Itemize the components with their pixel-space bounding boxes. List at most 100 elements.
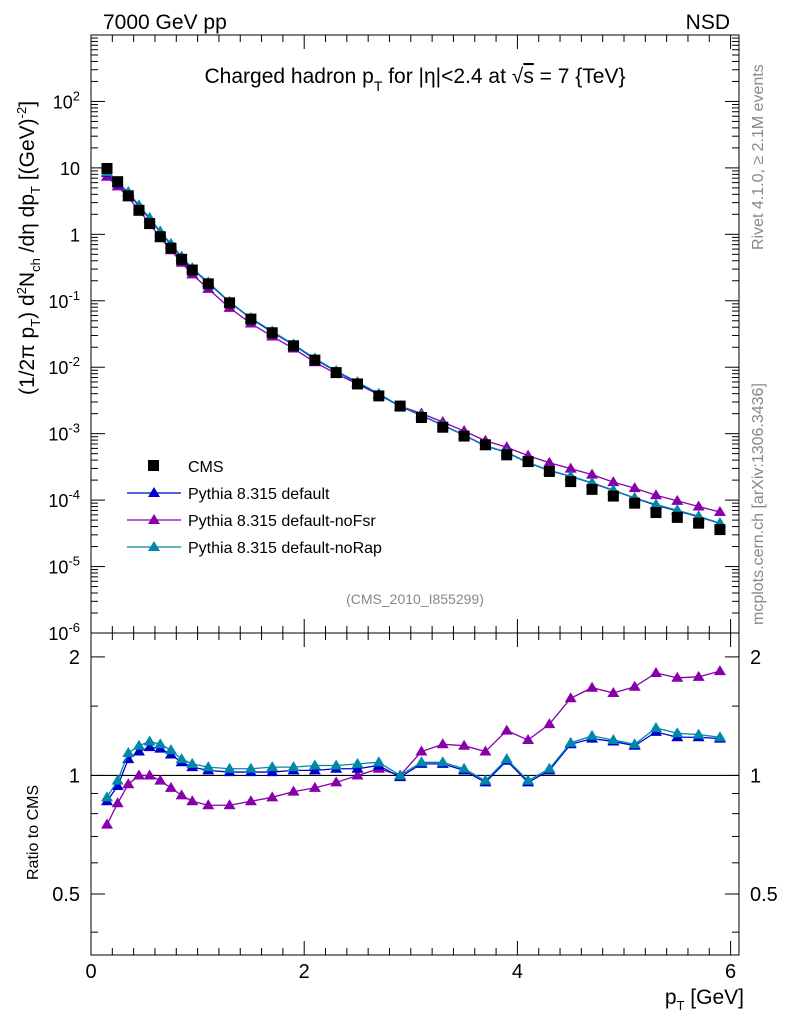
ratio-point-nofsr [649, 667, 662, 678]
legend-item-cms: CMS [148, 459, 224, 476]
ratio-point-norap [223, 762, 236, 773]
x-tick-label: 0 [85, 961, 96, 983]
x-tick-label: 6 [725, 961, 736, 983]
ratio-point-nofsr [308, 781, 321, 792]
ratio-point-norap [458, 762, 471, 773]
cms-point [122, 190, 134, 202]
title-part-b: T [374, 78, 383, 94]
mcplots-label: mcplots.cern.ch [arXiv:1306.3436] [750, 383, 767, 625]
ratio-point-norap [132, 739, 145, 750]
cms-point [101, 162, 113, 174]
legend-nofsr-label: Pythia 8.315 default-noFsr [188, 513, 376, 530]
ratio-point-norap [154, 738, 167, 749]
ratio-point-norap [500, 753, 513, 764]
ratio-point-default [111, 780, 124, 791]
header-left: 7000 GeV pp [103, 11, 227, 34]
title-part-a: Charged hadron p [205, 65, 374, 88]
ratio-point-norap [372, 756, 385, 767]
ratio-tick-label-right: 1 [750, 765, 761, 787]
ratio-point-nofsr [287, 785, 300, 796]
ratio-point-nofsr [713, 665, 726, 676]
cms-point [144, 218, 156, 230]
header-right: NSD [686, 11, 730, 34]
x-axis-label-p: p [665, 986, 677, 1009]
cms-point [415, 412, 427, 424]
ratio-point-nofsr [330, 776, 343, 787]
x-axis-label-sub: T [677, 998, 685, 1013]
ratio-point-nofsr [351, 769, 364, 780]
ratio-point-nofsr [202, 799, 215, 810]
ratio-point-nofsr [100, 818, 113, 829]
ratio-x-ticks [90, 633, 732, 955]
ratio-point-nofsr [500, 724, 513, 735]
ratio-point-norap [175, 753, 188, 764]
ratio-point-norap [122, 747, 135, 758]
ratio-point-default [143, 741, 156, 752]
ratio-point-nofsr [122, 778, 135, 789]
x-tick-label: 4 [512, 961, 523, 983]
x-axis-label-unit: [GeV] [684, 986, 744, 1009]
ratio-point-nofsr [175, 789, 188, 800]
y-tick-label: 10-3 [48, 421, 80, 445]
ratio-point-nofsr [479, 745, 492, 756]
cms-point [650, 507, 662, 519]
x-tick-label: 2 [299, 961, 310, 983]
x-tick-labels: 0 2 4 6 [85, 961, 736, 983]
series-point-nofsr [649, 489, 662, 500]
cms-point [458, 430, 470, 442]
y-tick-label: 1 [70, 225, 80, 245]
cms-point [224, 297, 236, 309]
main-x-ticks [90, 35, 732, 633]
ratio-point-norap [164, 744, 177, 755]
cms-point [394, 400, 406, 412]
cms-point [693, 517, 705, 529]
ratio-data-marks [91, 665, 739, 829]
cms-point [330, 367, 342, 379]
ratio-point-nofsr [522, 734, 535, 745]
ratio-point-nofsr [692, 670, 705, 681]
legend-cms-label: CMS [188, 459, 224, 476]
ratio-point-nofsr [154, 774, 167, 785]
ratio-point-nofsr [266, 791, 279, 802]
ratio-point-norap [351, 757, 364, 768]
ratio-point-norap [522, 774, 535, 785]
series-point-nofsr [586, 468, 599, 479]
ratio-point-nofsr [186, 795, 199, 806]
title-part-e: = 7 {TeV} [534, 65, 626, 88]
ratio-point-norap [308, 759, 321, 770]
ratio-y-axis-label: Ratio to CMS [25, 785, 42, 880]
ratio-point-norap [713, 731, 726, 742]
ratio-point-norap [607, 734, 620, 745]
main-data-marks [100, 162, 726, 536]
cms-point [565, 476, 577, 488]
ratio-plot-frame [90, 632, 740, 956]
ratio-point-nofsr [671, 671, 684, 682]
cms-point [154, 231, 166, 243]
ratio-point-default [132, 745, 145, 756]
cms-point [186, 264, 198, 276]
main-y-ticks: 10-6 10-5 10-4 10-3 10-2 10-1 1 10 102 [48, 37, 739, 644]
plot-title: Charged hadron pT for |η|<2.4 at √s = 7 … [205, 65, 626, 94]
ratio-point-nofsr [415, 745, 428, 756]
series-point-nofsr [543, 456, 556, 467]
series-point-nofsr [628, 482, 641, 493]
analysis-tag: (CMS_2010_I855299) [346, 591, 484, 607]
ratio-point-norap [564, 736, 577, 747]
cms-point [133, 204, 145, 216]
ratio-point-norap [244, 762, 257, 773]
legend-default-label: Pythia 8.315 default [188, 486, 330, 503]
ratio-point-norap [628, 738, 641, 749]
ratio-tick-label-left: 0.5 [52, 884, 80, 906]
ratio-tick-label-right: 2 [750, 647, 761, 669]
ratio-tick-label-right: 0.5 [750, 884, 778, 906]
y-tick-label: 10-2 [48, 354, 80, 378]
ratio-point-norap [479, 774, 492, 785]
series-point-nofsr [671, 494, 684, 505]
ratio-point-norap [202, 761, 215, 772]
legend-norap-marker [148, 541, 160, 551]
ratio-point-norap [692, 728, 705, 739]
legend-cms-marker [148, 460, 159, 471]
ratio-point-norap [671, 727, 684, 738]
y-tick-label: 10-5 [48, 554, 80, 578]
